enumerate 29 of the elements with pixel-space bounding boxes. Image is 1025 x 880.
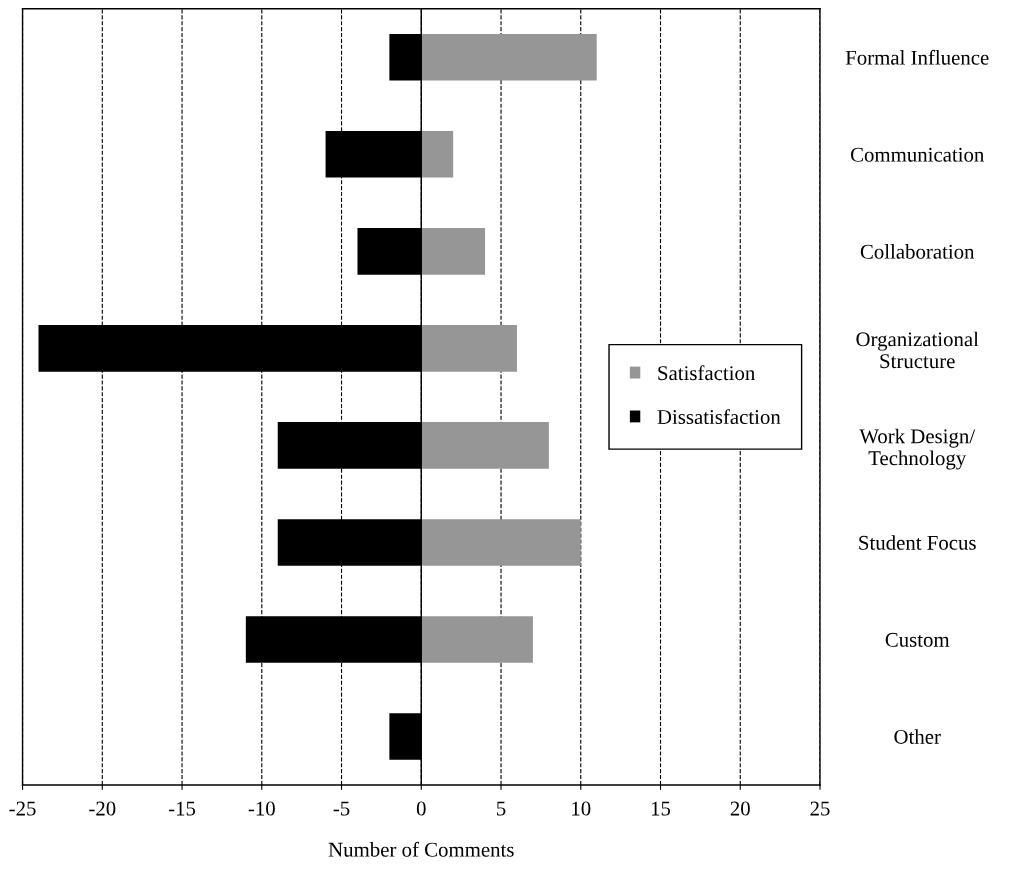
x-tick-label: -15 — [168, 801, 196, 816]
y-tick-label: Formal Influence — [845, 49, 989, 65]
y-tick-label: Custom — [885, 632, 950, 647]
bar — [421, 228, 486, 275]
x-tick-label: -5 — [333, 801, 350, 816]
x-tick-label: 0 — [416, 801, 426, 816]
y-tick-label: Communication — [850, 147, 985, 162]
x-tick-label: 15 — [651, 801, 671, 816]
y-tick-label: Organizational Structure — [856, 331, 979, 369]
bar — [421, 616, 533, 663]
bar — [421, 519, 581, 566]
x-tick-label: -20 — [89, 801, 116, 816]
x-tick-label: 5 — [497, 801, 506, 816]
y-tick-label: Student Focus — [859, 535, 976, 550]
x-axis-title: Number of Comments — [328, 841, 514, 857]
bar — [421, 422, 549, 469]
bar — [421, 131, 454, 178]
x-tick-label: 20 — [730, 801, 750, 816]
bar — [421, 34, 597, 81]
y-tick-label: Work Design/ Technology — [859, 428, 976, 470]
x-tick-label: 10 — [572, 801, 591, 816]
x-tick-label: -10 — [248, 801, 275, 816]
legend-label: Satisfaction — [658, 365, 755, 381]
y-tick-label: Collaboration — [860, 244, 975, 259]
x-tick-label: -25 — [9, 801, 36, 816]
x-tick-label: 25 — [810, 801, 830, 816]
bar — [421, 325, 517, 372]
legend-label: Dissatisfaction — [657, 409, 781, 425]
y-tick-label: Other — [894, 729, 941, 744]
